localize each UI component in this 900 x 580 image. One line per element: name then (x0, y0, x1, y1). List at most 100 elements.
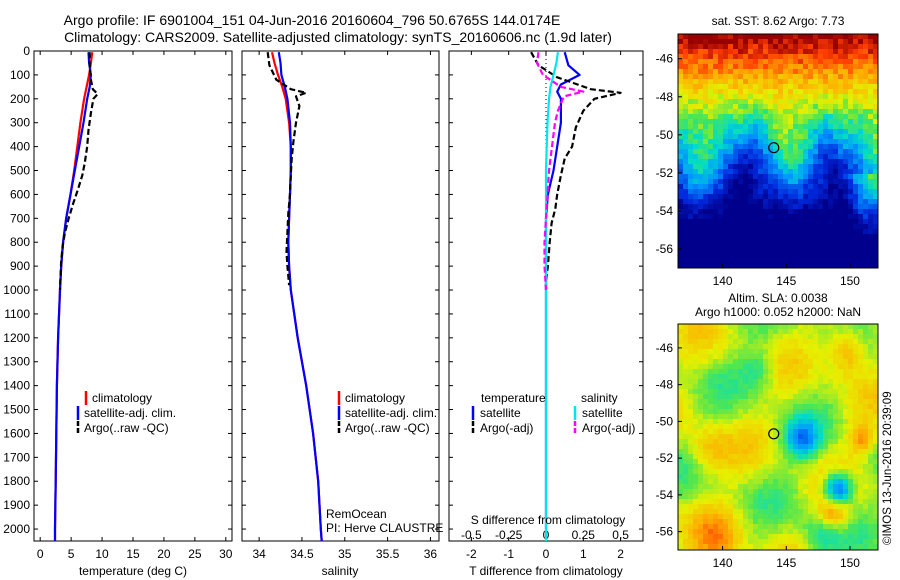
heatmap-cell (798, 539, 803, 544)
t-diff-tick-label: -2 (466, 547, 477, 561)
heatmap-cell (848, 109, 853, 114)
heatmap-cell (833, 69, 838, 74)
heatmap-cell (823, 364, 828, 369)
heatmap-cell (698, 224, 703, 229)
heatmap-cell (778, 499, 783, 504)
heatmap-cell (743, 324, 748, 329)
heatmap-cell (728, 374, 733, 379)
heatmap-cell (748, 494, 753, 499)
heatmap-cell (783, 254, 788, 259)
heatmap-cell (763, 74, 768, 79)
heatmap-cell (758, 94, 763, 99)
heatmap-cell (833, 124, 838, 129)
heatmap-cell (793, 124, 798, 129)
heatmap-cell (753, 339, 758, 344)
heatmap-cell (873, 514, 878, 519)
heatmap-cell (708, 499, 713, 504)
heatmap-cell (678, 414, 683, 419)
heatmap-cell (733, 324, 738, 329)
heatmap-cell (768, 544, 773, 549)
heatmap-cell (873, 99, 878, 104)
heatmap-cell (698, 69, 703, 74)
heatmap-cell (793, 84, 798, 89)
heatmap-cell (803, 34, 808, 39)
heatmap-cell (728, 474, 733, 479)
heatmap-cell (783, 189, 788, 194)
heatmap-cell (713, 409, 718, 414)
heatmap-cell (698, 364, 703, 369)
heatmap-cell (783, 99, 788, 104)
heatmap-cell (843, 524, 848, 529)
heatmap-cell (748, 34, 753, 39)
heatmap-cell (733, 154, 738, 159)
heatmap-cell (708, 334, 713, 339)
heatmap-cell (838, 434, 843, 439)
depth-tick-label: 500 (10, 164, 30, 178)
heatmap-cell (848, 439, 853, 444)
heatmap-cell (858, 474, 863, 479)
heatmap-cell (788, 129, 793, 134)
heatmap-cell (813, 234, 818, 239)
heatmap-cell (758, 89, 763, 94)
heatmap-cell (823, 409, 828, 414)
heatmap-cell (768, 259, 773, 264)
heatmap-cell (798, 159, 803, 164)
heatmap-cell (713, 184, 718, 189)
heatmap-cell (793, 409, 798, 414)
heatmap-cell (713, 84, 718, 89)
difference-line-s-satellite (544, 52, 559, 541)
heatmap-cell (763, 49, 768, 54)
heatmap-cell (753, 419, 758, 424)
heatmap-cell (783, 524, 788, 529)
heatmap-cell (858, 244, 863, 249)
heatmap-cell (803, 264, 808, 268)
heatmap-cell (818, 149, 823, 154)
heatmap-cell (678, 519, 683, 524)
x-tick-label: 34 (252, 547, 266, 561)
heatmap-cell (788, 84, 793, 89)
heatmap-cell (843, 249, 848, 254)
difference-line-t-argo-adj- (530, 51, 622, 290)
heatmap-cell (848, 34, 853, 39)
heatmap-cell (863, 494, 868, 499)
heatmap-cell (828, 94, 833, 99)
heatmap-cell (803, 459, 808, 464)
heatmap-cell (733, 499, 738, 504)
heatmap-cell (763, 419, 768, 424)
sla-map-ticks: 140 145 150-46-48-50-52-54-56 (656, 341, 861, 570)
heatmap-cell (783, 159, 788, 164)
heatmap-cell (743, 334, 748, 339)
heatmap-cell (768, 69, 773, 74)
heatmap-cell (683, 79, 688, 84)
heatmap-cell (728, 264, 733, 268)
heatmap-cell (683, 374, 688, 379)
heatmap-cell (733, 189, 738, 194)
heatmap-cell (873, 179, 878, 184)
heatmap-cell (843, 259, 848, 264)
heatmap-cell (843, 194, 848, 199)
heatmap-cell (863, 164, 868, 169)
heatmap-cell (758, 424, 763, 429)
heatmap-cell (823, 474, 828, 479)
heatmap-cell (698, 114, 703, 119)
heatmap-cell (738, 64, 743, 69)
heatmap-cell (698, 244, 703, 249)
heatmap-cell (868, 59, 873, 64)
heatmap-cell (798, 519, 803, 524)
heatmap-cell (818, 424, 823, 429)
heatmap-cell (823, 119, 828, 124)
heatmap-cell (758, 479, 763, 484)
heatmap-cell (748, 159, 753, 164)
heatmap-cell (738, 449, 743, 454)
heatmap-cell (678, 239, 683, 244)
heatmap-cell (753, 49, 758, 54)
heatmap-cell (728, 344, 733, 349)
heatmap-cell (718, 529, 723, 534)
heatmap-cell (688, 89, 693, 94)
heatmap-cell (738, 54, 743, 59)
heatmap-cell (698, 389, 703, 394)
heatmap-cell (758, 514, 763, 519)
heatmap-cell (843, 344, 848, 349)
heatmap-cell (743, 479, 748, 484)
heatmap-cell (798, 119, 803, 124)
